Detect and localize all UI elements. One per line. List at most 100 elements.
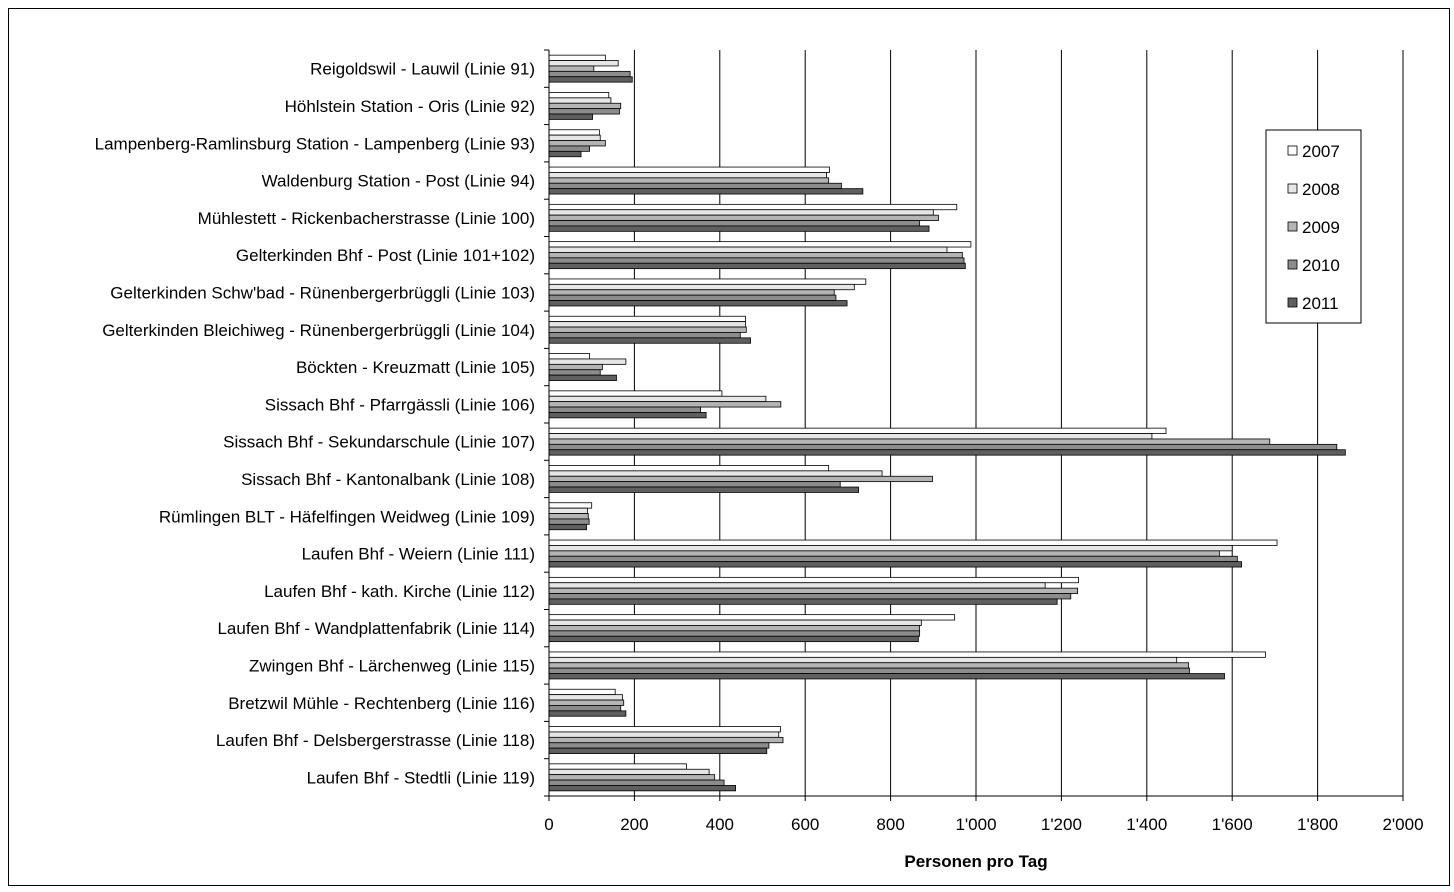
bar-2007: [548, 763, 687, 770]
bar-2007: [548, 315, 746, 323]
bar-2011: [548, 150, 582, 158]
bar-2010: [548, 630, 921, 637]
bars: [548, 54, 1346, 792]
x-tick-label: 1'800: [1297, 815, 1338, 834]
bar-2009: [548, 363, 603, 371]
bar-2007: [548, 651, 1266, 658]
bar-2010: [548, 742, 770, 749]
bar-2011: [548, 673, 1225, 680]
x-tick-label: 0: [544, 815, 553, 834]
bar-2009: [548, 401, 782, 408]
x-tick-label: 1'400: [1126, 815, 1167, 834]
x-axis-title: Personen pro Tag: [904, 852, 1047, 871]
bar-2008: [548, 545, 1233, 552]
legend-swatch: [1287, 221, 1298, 232]
legend-swatch: [1287, 259, 1298, 270]
bar-2007: [548, 427, 1167, 434]
bar-2009: [548, 177, 830, 184]
bar-2009: [548, 625, 921, 632]
category-labels: Reigoldswil - Lauwil (Linie 91) Höhlstein…: [95, 49, 549, 797]
bar-2007: [548, 539, 1278, 546]
bar-2008: [548, 246, 948, 253]
bar-2008: [548, 619, 922, 626]
bar-2007: [548, 688, 616, 696]
bar-2010: [548, 220, 921, 227]
bar-2007: [548, 129, 600, 136]
category-label: Laufen Bhf - Delsbergerstrasse (Linie 11…: [216, 731, 535, 750]
bar-2008: [548, 209, 934, 216]
x-tick-label: 1'000: [955, 815, 996, 834]
bar-2007: [548, 390, 723, 397]
bar-2010: [548, 593, 1072, 600]
bar-2010: [548, 70, 631, 78]
bar-2008: [548, 470, 883, 477]
legend-label: 2010: [1302, 256, 1340, 275]
category-label: Lampenberg-Ramlinsburg Station - Lampenb…: [95, 134, 535, 153]
bar-2009: [548, 140, 606, 147]
bar-2009: [548, 438, 1271, 445]
bar-2007: [548, 241, 972, 248]
bar-2011: [548, 262, 966, 270]
bar-2008: [548, 656, 1178, 664]
bar-2009: [548, 587, 1079, 594]
bar-2009: [548, 662, 1190, 669]
bar-2011: [548, 598, 1058, 605]
x-axis-ticks: 0 200 400 600 800 1'000 1'200 1'400 1'600 1'800 2'…: [544, 796, 1424, 834]
category-label: Böckten - Kreuzmatt (Linie 105): [296, 358, 535, 377]
bar-2011: [548, 374, 617, 381]
x-tick-label: 2'000: [1382, 815, 1423, 834]
category-label: Bretzwil Mühle - Rechtenberg (Linie 116): [228, 694, 535, 713]
bar-2010: [548, 108, 620, 115]
legend-label: 2008: [1302, 180, 1340, 199]
bar-2008: [548, 395, 767, 403]
category-label: Rümlingen BLT - Häfelfingen Weidweg (Lin…: [159, 507, 535, 526]
bar-2010: [548, 294, 837, 301]
category-label: Reigoldswil - Lauwil (Linie 91): [310, 60, 535, 79]
bar-2010: [548, 481, 841, 488]
bar-2010: [548, 369, 601, 376]
category-label: Zwingen Bhf - Lärchenweg (Linie 115): [249, 656, 535, 675]
bar-2010: [548, 443, 1338, 451]
bar-2007: [548, 726, 781, 733]
bar-2011: [548, 523, 587, 531]
category-label: Gelterkinden Bleichiweg - Rünenbergerbrü…: [102, 321, 535, 340]
bar-2007: [548, 54, 606, 61]
category-label: Waldenburg Station - Post (Linie 94): [262, 172, 535, 191]
x-tick-label: 800: [876, 815, 904, 834]
bar-2007: [548, 203, 958, 211]
bar-2008: [548, 321, 746, 328]
bar-2008: [548, 172, 827, 179]
category-label: Sissach Bhf - Pfarrgässli (Linie 106): [265, 395, 535, 414]
bar-2007: [548, 465, 830, 472]
legend-swatch: [1287, 183, 1298, 194]
bar-2011: [548, 188, 864, 195]
legend-label: 2011: [1302, 294, 1339, 313]
bar-2010: [548, 257, 965, 264]
bar-2010: [548, 518, 590, 525]
category-label: Höhlstein Station - Oris (Linie 92): [285, 97, 535, 116]
bar-2009: [548, 326, 747, 333]
legend-swatch: [1287, 145, 1298, 156]
bar-2011: [548, 561, 1242, 568]
legend: 2007 2008 2009 2010 2011: [1265, 129, 1362, 324]
bar-2011: [548, 300, 848, 307]
bar-2008: [548, 134, 601, 141]
bar-2011: [548, 710, 627, 717]
bar-2007: [548, 576, 1079, 584]
x-tick-label: 400: [706, 815, 734, 834]
bar-2008: [548, 768, 710, 776]
category-label: Mühlestett - Rickenbacherstrasse (Linie …: [198, 209, 535, 228]
x-tick-label: 1'600: [1212, 815, 1253, 834]
bar-2009: [548, 475, 933, 483]
bar-2010: [548, 145, 590, 152]
bar-2007: [548, 278, 867, 285]
bar-2010: [548, 406, 701, 413]
bar-2009: [548, 550, 1220, 557]
bar-2010: [548, 779, 725, 786]
bar-2011: [548, 113, 593, 120]
bar-2009: [548, 65, 595, 72]
legend-swatch: [1287, 297, 1298, 308]
category-label: Sissach Bhf - Sekundarschule (Linie 107): [223, 433, 535, 452]
bar-2011: [548, 747, 768, 754]
